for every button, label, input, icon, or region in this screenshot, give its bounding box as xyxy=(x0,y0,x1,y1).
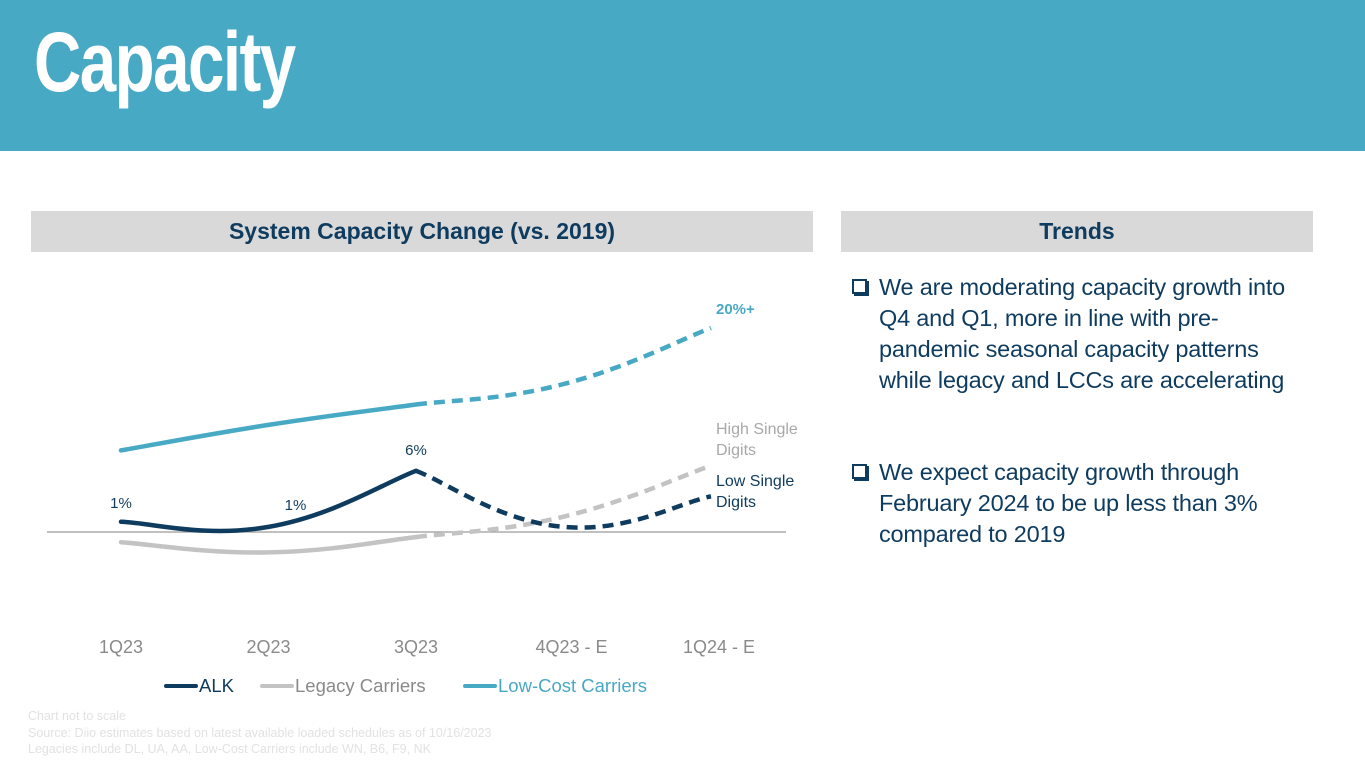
series-alk-actual xyxy=(118,468,419,534)
trends-panel-header: Trends xyxy=(841,211,1313,252)
page-title: Capacity xyxy=(34,15,296,109)
x-tick-label: 4Q23 - E xyxy=(535,637,607,657)
footnotes: Chart not to scale Source: Diio estimate… xyxy=(28,708,492,758)
footnote-carriers: Legacies include DL, UA, AA, Low-Cost Ca… xyxy=(28,742,431,756)
footnote-source: Source: Diio estimates based on latest a… xyxy=(28,725,492,740)
legend-label-legacy-carriers: Legacy Carriers xyxy=(295,675,426,696)
trend-bullet-text: We expect capacity growth through Februa… xyxy=(879,459,1258,547)
legend-label-alk: ALK xyxy=(199,675,235,696)
checkbox-bullet-icon xyxy=(852,279,867,294)
alk-data-label: 1% xyxy=(285,497,307,514)
trend-bullet-text: We are moderating capacity growth into Q… xyxy=(879,274,1286,393)
legacy-end-label: High Single xyxy=(716,421,798,438)
x-tick-label: 2Q23 xyxy=(246,637,290,657)
trend-bullet: We expect capacity growth through Februa… xyxy=(852,457,1312,550)
x-tick-label: 1Q24 - E xyxy=(683,637,755,657)
header-band: Capacity xyxy=(0,0,1365,151)
legacy-end-label: Digits xyxy=(716,442,756,459)
lcc-end-label: 20%+ xyxy=(716,301,755,318)
chart-title: System Capacity Change (vs. 2019) xyxy=(228,218,616,244)
series-low-cost-carriers-actual xyxy=(118,402,419,453)
capacity-line-chart: 1% 1% 6% 20%+ High Single Digits Low Single Dig… xyxy=(47,301,798,696)
series-low-cost-carriers-estimate xyxy=(415,325,712,407)
checkbox-bullet-icon xyxy=(852,464,867,479)
chart-panel-header: System Capacity Change (vs. 2019) xyxy=(31,211,813,252)
alk-data-label: 1% xyxy=(110,495,132,512)
alk-end-label: Digits xyxy=(716,494,756,511)
trend-bullet: We are moderating capacity growth into Q… xyxy=(852,272,1312,396)
series-alk-estimate xyxy=(415,468,712,530)
legend-label-low-cost-carriers: Low-Cost Carriers xyxy=(498,675,647,696)
x-tick-label: 1Q23 xyxy=(99,637,143,657)
alk-end-label: Low Single xyxy=(716,473,794,490)
x-tick-label: 3Q23 xyxy=(394,637,438,657)
series-legacy-carriers-actual xyxy=(118,534,419,555)
footnote-scale: Chart not to scale xyxy=(28,709,126,723)
alk-data-label: 6% xyxy=(405,442,427,459)
series-legacy-carriers-estimate xyxy=(415,463,712,540)
trends-title: Trends xyxy=(1039,218,1115,244)
